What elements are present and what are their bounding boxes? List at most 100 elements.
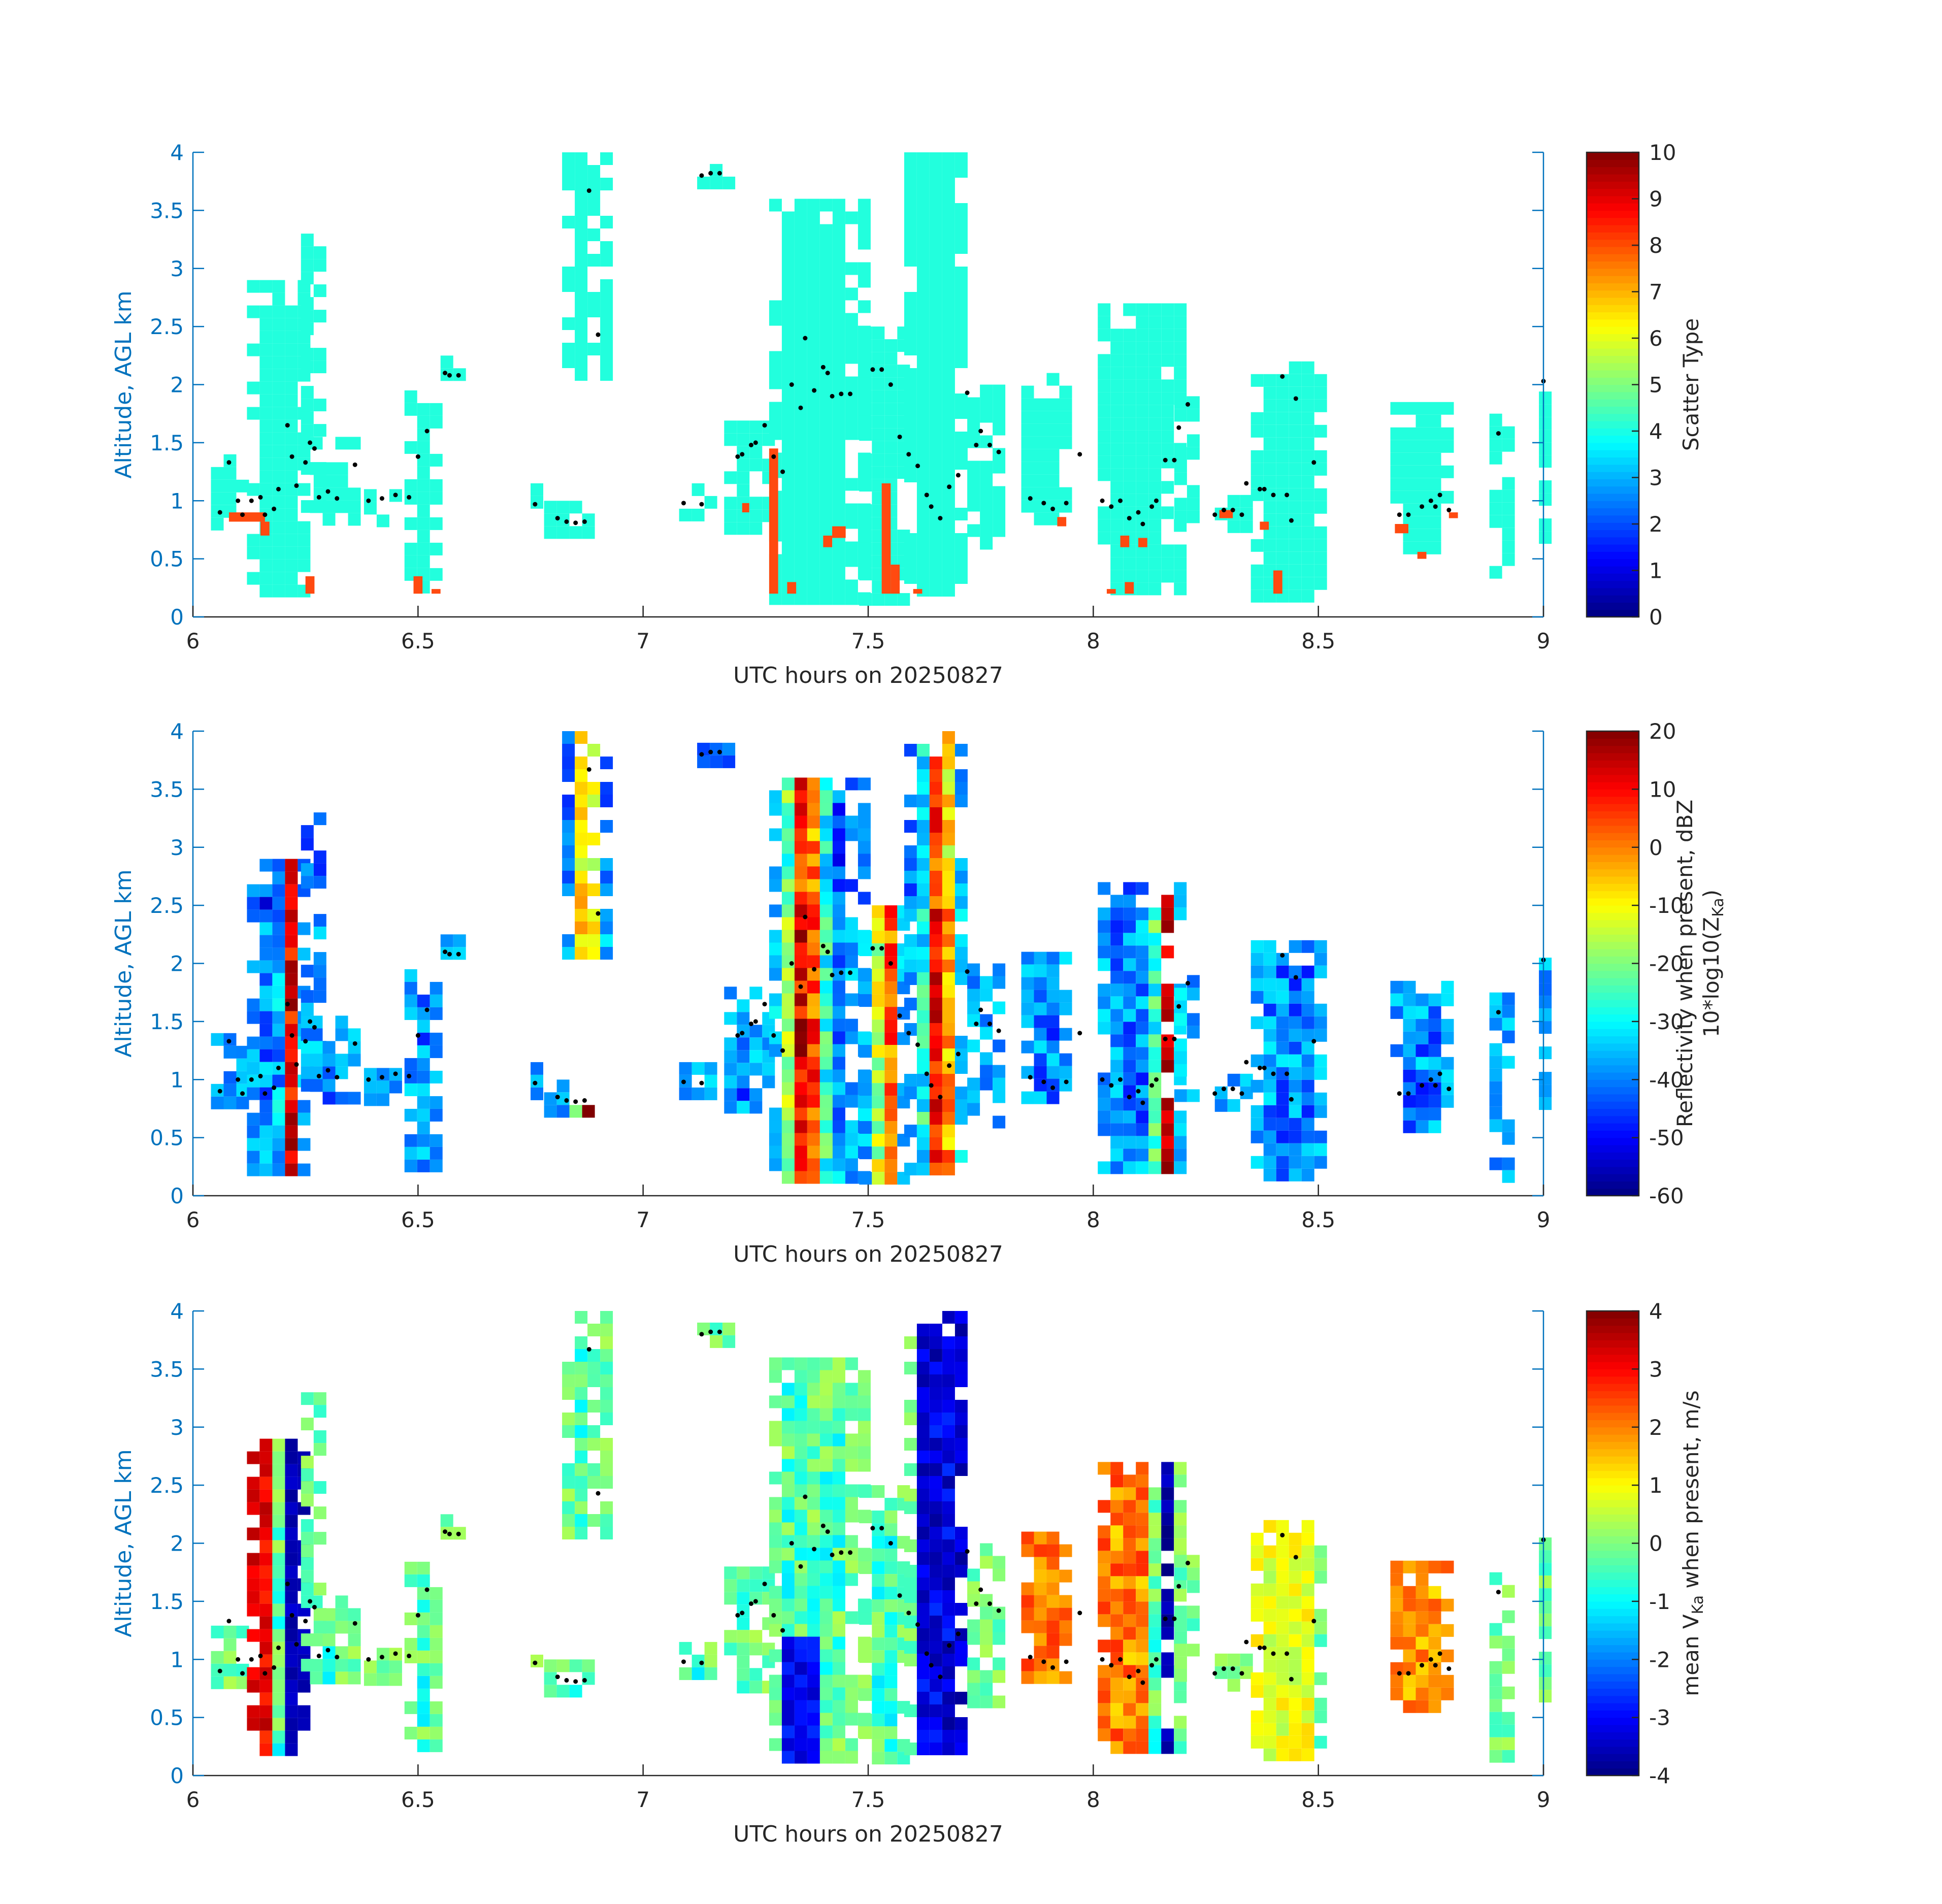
echo-cell xyxy=(1276,1130,1289,1143)
echo-cell xyxy=(993,1077,1006,1091)
echo-cell xyxy=(954,1425,968,1438)
colorbar-swatch xyxy=(1587,999,1639,1007)
echo-cell xyxy=(1123,1728,1136,1742)
echo-cell xyxy=(285,859,298,872)
echo-cell xyxy=(310,1054,323,1067)
scatter-orange-cell xyxy=(832,526,846,538)
echo-cell xyxy=(272,1464,285,1477)
colorbar-swatch xyxy=(1587,1521,1639,1529)
cloud-base-dot xyxy=(812,967,817,972)
echo-cell xyxy=(1161,557,1174,570)
echo-cell xyxy=(313,863,326,876)
echo-cell xyxy=(1148,379,1162,392)
echo-cell xyxy=(1416,1095,1429,1108)
echo-cell xyxy=(272,407,285,420)
echo-cell xyxy=(211,517,224,531)
echo-cell xyxy=(1148,329,1162,342)
echo-cell xyxy=(247,884,260,897)
echo-cell xyxy=(1301,564,1314,577)
echo-cell xyxy=(1148,468,1162,481)
colorbar-label-2-sub: Ka xyxy=(1709,898,1727,917)
echo-cell xyxy=(832,993,845,1006)
echo-cell xyxy=(1161,1563,1174,1577)
echo-cell xyxy=(832,465,845,478)
echo-cell xyxy=(807,1421,820,1434)
echo-cell xyxy=(954,571,968,584)
echo-cell xyxy=(794,1662,807,1675)
echo-cell xyxy=(794,1598,807,1612)
echo-cell xyxy=(285,947,298,961)
cloud-base-dot xyxy=(1127,1095,1132,1100)
echo-cell xyxy=(575,820,588,833)
echo-cell xyxy=(272,986,285,999)
echo-cell xyxy=(1263,1634,1276,1647)
echo-cell xyxy=(285,356,298,369)
echo-cell xyxy=(904,216,917,228)
echo-cell xyxy=(440,1514,453,1527)
echo-cell xyxy=(832,1095,845,1108)
echo-cell xyxy=(916,1438,930,1451)
echo-cell xyxy=(781,1611,795,1624)
echo-cell xyxy=(587,883,601,896)
cloud-base-dot xyxy=(825,1529,830,1534)
echo-cell xyxy=(404,1637,417,1651)
echo-cell xyxy=(1110,958,1124,971)
cloud-base-dot xyxy=(285,1582,290,1587)
echo-cell xyxy=(430,1045,443,1058)
echo-cell xyxy=(417,504,430,517)
echo-cell xyxy=(832,287,845,301)
echo-cell xyxy=(1263,1710,1276,1723)
echo-cell xyxy=(1502,553,1515,566)
cloud-base-dot xyxy=(415,454,420,459)
x-tick-label: 9 xyxy=(1537,1207,1551,1232)
echo-cell xyxy=(544,526,557,539)
echo-cell xyxy=(954,1654,968,1666)
cloud-base-dot xyxy=(533,502,538,507)
echo-cell xyxy=(819,1145,833,1159)
echo-cell xyxy=(916,317,930,330)
echo-cell xyxy=(1276,1596,1289,1609)
echo-cell xyxy=(587,934,601,947)
echo-cell xyxy=(1110,443,1124,456)
cloud-base-dot xyxy=(848,970,853,975)
echo-cell xyxy=(1098,532,1111,545)
echo-cell xyxy=(1161,1487,1174,1500)
echo-cell xyxy=(807,1484,820,1497)
echo-cell xyxy=(376,1673,389,1686)
echo-cell xyxy=(1390,440,1403,453)
echo-cell xyxy=(819,866,833,879)
echo-cell xyxy=(1110,1627,1124,1640)
echo-cell xyxy=(285,1074,298,1088)
cloud-base-dot xyxy=(906,1611,911,1616)
echo-cell xyxy=(884,415,898,429)
echo-cell xyxy=(1123,1513,1136,1526)
echo-cell xyxy=(769,1713,782,1726)
echo-cell xyxy=(929,1425,942,1438)
cloud-base-dot xyxy=(379,1075,384,1080)
echo-cell xyxy=(1046,423,1060,437)
echo-cell xyxy=(993,410,1006,423)
echo-cell xyxy=(807,554,820,567)
echo-cell xyxy=(1289,1067,1302,1080)
echo-cell xyxy=(417,1726,430,1739)
echo-cell xyxy=(1136,1627,1149,1640)
echo-cell xyxy=(1416,1006,1429,1019)
echo-cell xyxy=(704,1087,717,1100)
echo-cell xyxy=(335,475,348,488)
echo-cell xyxy=(600,871,613,883)
echo-cell xyxy=(1289,1659,1302,1672)
echo-cell xyxy=(904,533,917,546)
cloud-base-dot xyxy=(1257,1065,1262,1070)
cloud-base-dot xyxy=(956,473,961,478)
echo-cell xyxy=(1110,329,1124,342)
echo-cell xyxy=(1046,977,1060,990)
echo-cell xyxy=(1148,341,1162,354)
echo-cell xyxy=(272,1743,285,1756)
echo-cell xyxy=(904,1539,917,1552)
echo-cell xyxy=(904,1087,917,1099)
echo-cell xyxy=(1263,1156,1276,1169)
echo-cell xyxy=(247,1476,260,1490)
echo-cell xyxy=(929,571,942,584)
echo-cell xyxy=(845,1573,858,1586)
echo-cell xyxy=(1390,1560,1403,1573)
